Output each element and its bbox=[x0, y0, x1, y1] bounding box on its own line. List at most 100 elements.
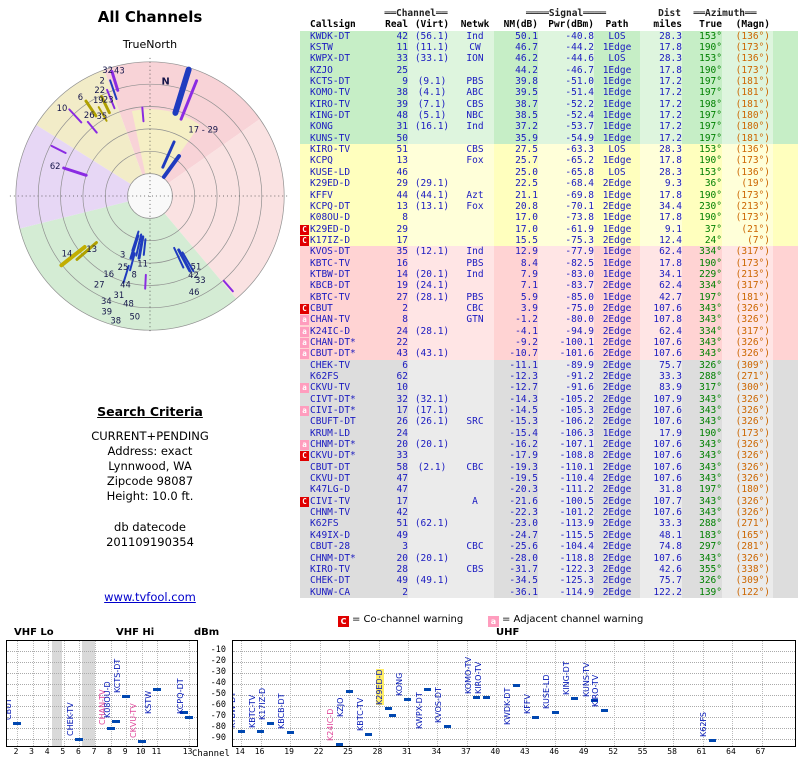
channel-tick-label: 25 bbox=[343, 747, 353, 756]
warning-marker-cell bbox=[300, 428, 309, 439]
radar-station-marker bbox=[97, 106, 108, 122]
cell-virt: (28.1) bbox=[408, 325, 456, 337]
cell-az_t: 153° bbox=[699, 30, 722, 42]
cell-pwr: -44.2 bbox=[538, 42, 594, 54]
cell-az_m: (326°) bbox=[722, 405, 773, 417]
cell-pwr: -83.0 bbox=[538, 268, 594, 281]
cell-nm: -25.6 bbox=[509, 541, 538, 553]
cell-real: 20 bbox=[396, 439, 408, 451]
cell-pwr: -100.1 bbox=[538, 336, 594, 349]
table-row: CHNM-TV 42 -22.3 -101.2 2Edge 107.6 343° (326°) bbox=[300, 507, 798, 519]
cell-nm: 20.8 bbox=[515, 200, 538, 212]
cell-path: 1Edge bbox=[602, 257, 632, 269]
cell-real: 17 bbox=[396, 405, 408, 417]
cell-real: 44 bbox=[396, 189, 408, 201]
signal-marker bbox=[404, 698, 412, 702]
cell-az_m: (317°) bbox=[722, 325, 773, 337]
cell-az_t: 343° bbox=[699, 336, 722, 348]
callsign-cell: K29ED-D bbox=[310, 223, 351, 235]
radar-channel-label: 32 bbox=[102, 65, 113, 75]
db-datecode-value: 201109190354 bbox=[106, 535, 194, 549]
channel-tick-label: 5 bbox=[60, 747, 66, 756]
warning-marker-cell bbox=[300, 530, 309, 541]
cell-mi: 28.3 bbox=[640, 166, 682, 179]
cell-net: A bbox=[456, 495, 494, 508]
signal-marker bbox=[473, 695, 481, 699]
dbm-tick-label: -20 bbox=[210, 656, 226, 666]
cell-real: 58 bbox=[396, 461, 408, 473]
table-row: KBCB-DT 19 (24.1) 7.1 -83.7 2Edge 62.4 334° (317… bbox=[300, 280, 798, 292]
cell-az_t: 36° bbox=[704, 178, 722, 190]
cell-az_t: 197° bbox=[699, 87, 722, 99]
cell-az_m: (181°) bbox=[722, 76, 773, 88]
cell-nm: 38.5 bbox=[515, 110, 538, 122]
grid-line-vertical bbox=[761, 641, 763, 746]
cell-az_m: (136°) bbox=[722, 166, 773, 179]
cell-nm: -34.5 bbox=[509, 575, 538, 587]
cell-real: 51 bbox=[396, 144, 408, 156]
cell-nm: -15.3 bbox=[509, 416, 538, 428]
cell-path: 1Edge bbox=[602, 268, 632, 280]
search-criteria-line: CURRENT+PENDING bbox=[91, 429, 209, 443]
cell-pwr: -118.8 bbox=[538, 552, 594, 564]
grid-line-vertical bbox=[407, 641, 409, 746]
radar-station-marker bbox=[50, 144, 67, 154]
cell-pwr: -51.4 bbox=[538, 87, 594, 99]
cell-mi: 9.3 bbox=[640, 178, 682, 190]
cell-virt: (20.1) bbox=[408, 439, 456, 451]
cell-virt bbox=[408, 473, 456, 485]
cell-net bbox=[456, 586, 494, 598]
cell-real: 51 bbox=[396, 518, 408, 530]
cell-pwr: -113.9 bbox=[538, 518, 594, 530]
cell-mi: 42.7 bbox=[640, 291, 682, 303]
grid-line-horizontal bbox=[233, 739, 795, 740]
search-criteria-line: Height: 10.0 ft. bbox=[106, 489, 194, 503]
tvfool-link[interactable]: www.tvfool.com bbox=[104, 590, 196, 604]
radar-channel-label: 16 bbox=[103, 269, 114, 279]
station-label: KUNS-TV bbox=[581, 662, 591, 698]
station-label: K08OU-D bbox=[102, 681, 112, 719]
table-row: KWDK-DT 42 (56.1) Ind 50.1 -40.8 LOS 28.3 153° (1… bbox=[300, 30, 798, 43]
cell-az_m: (180°) bbox=[722, 121, 773, 133]
cell-path: 1Edge bbox=[602, 98, 632, 110]
radar-channel-label: 3 bbox=[120, 249, 125, 259]
cell-mi: 107.7 bbox=[640, 495, 682, 508]
callsign-cell: K29ED-D bbox=[310, 178, 351, 190]
radar-sector bbox=[19, 196, 237, 331]
co-channel-legend-text: = Co-channel warning bbox=[352, 614, 464, 625]
table-row: CKVU-DT 47 -19.5 -110.4 2Edge 107.6 343° (326°) bbox=[300, 473, 798, 485]
radar-channel-label: 14 bbox=[62, 248, 73, 258]
callsign-cell: KUSE-LD bbox=[310, 166, 351, 178]
cell-az_m: (326°) bbox=[722, 450, 773, 462]
cell-mi: 31.8 bbox=[640, 484, 682, 496]
cell-net bbox=[456, 132, 494, 145]
cell-pwr: -44.6 bbox=[538, 53, 594, 65]
callsign-cell: KSTW bbox=[310, 42, 333, 54]
cell-nm: -14.5 bbox=[509, 405, 538, 417]
radar-north-label: TrueNorth bbox=[122, 38, 178, 51]
cell-az_m: (173°) bbox=[722, 257, 773, 269]
cell-nm: 17.0 bbox=[515, 212, 538, 224]
radar-station-marker bbox=[144, 273, 147, 290]
cell-real: 3 bbox=[402, 541, 408, 553]
warning-marker-cell bbox=[300, 564, 309, 575]
cell-mi: 33.3 bbox=[640, 371, 682, 383]
radar-station-marker bbox=[68, 108, 83, 124]
cell-nm: 44.2 bbox=[515, 64, 538, 76]
table-row: CBUFT-DT 26 (26.1) SRC -15.3 -106.2 2Edge 107.6… bbox=[300, 416, 798, 428]
callsign-cell: CKVU-DT* bbox=[310, 450, 356, 462]
warning-marker-cell: C bbox=[300, 235, 309, 246]
channel-group-header: ══Channel══ bbox=[384, 8, 448, 19]
warning-marker-cell bbox=[300, 416, 309, 427]
cell-real: 25 bbox=[396, 64, 408, 76]
cell-pwr: -46.7 bbox=[538, 64, 594, 77]
station-label: K29ED-D bbox=[375, 669, 385, 706]
cell-az_m: (326°) bbox=[722, 461, 773, 474]
callsign-cell: KFFV bbox=[310, 189, 333, 201]
warning-marker-cell bbox=[300, 167, 309, 178]
table-row: KOMO-TV 38 (4.1) ABC 39.5 -51.4 1Edge 17.2 197°(… bbox=[300, 87, 798, 99]
cell-mi: 75.7 bbox=[640, 575, 682, 587]
cell-az_t: 37° bbox=[704, 223, 722, 235]
callsign-cell: CBUFT-DT bbox=[310, 416, 356, 428]
cell-nm: -15.4 bbox=[509, 427, 538, 439]
